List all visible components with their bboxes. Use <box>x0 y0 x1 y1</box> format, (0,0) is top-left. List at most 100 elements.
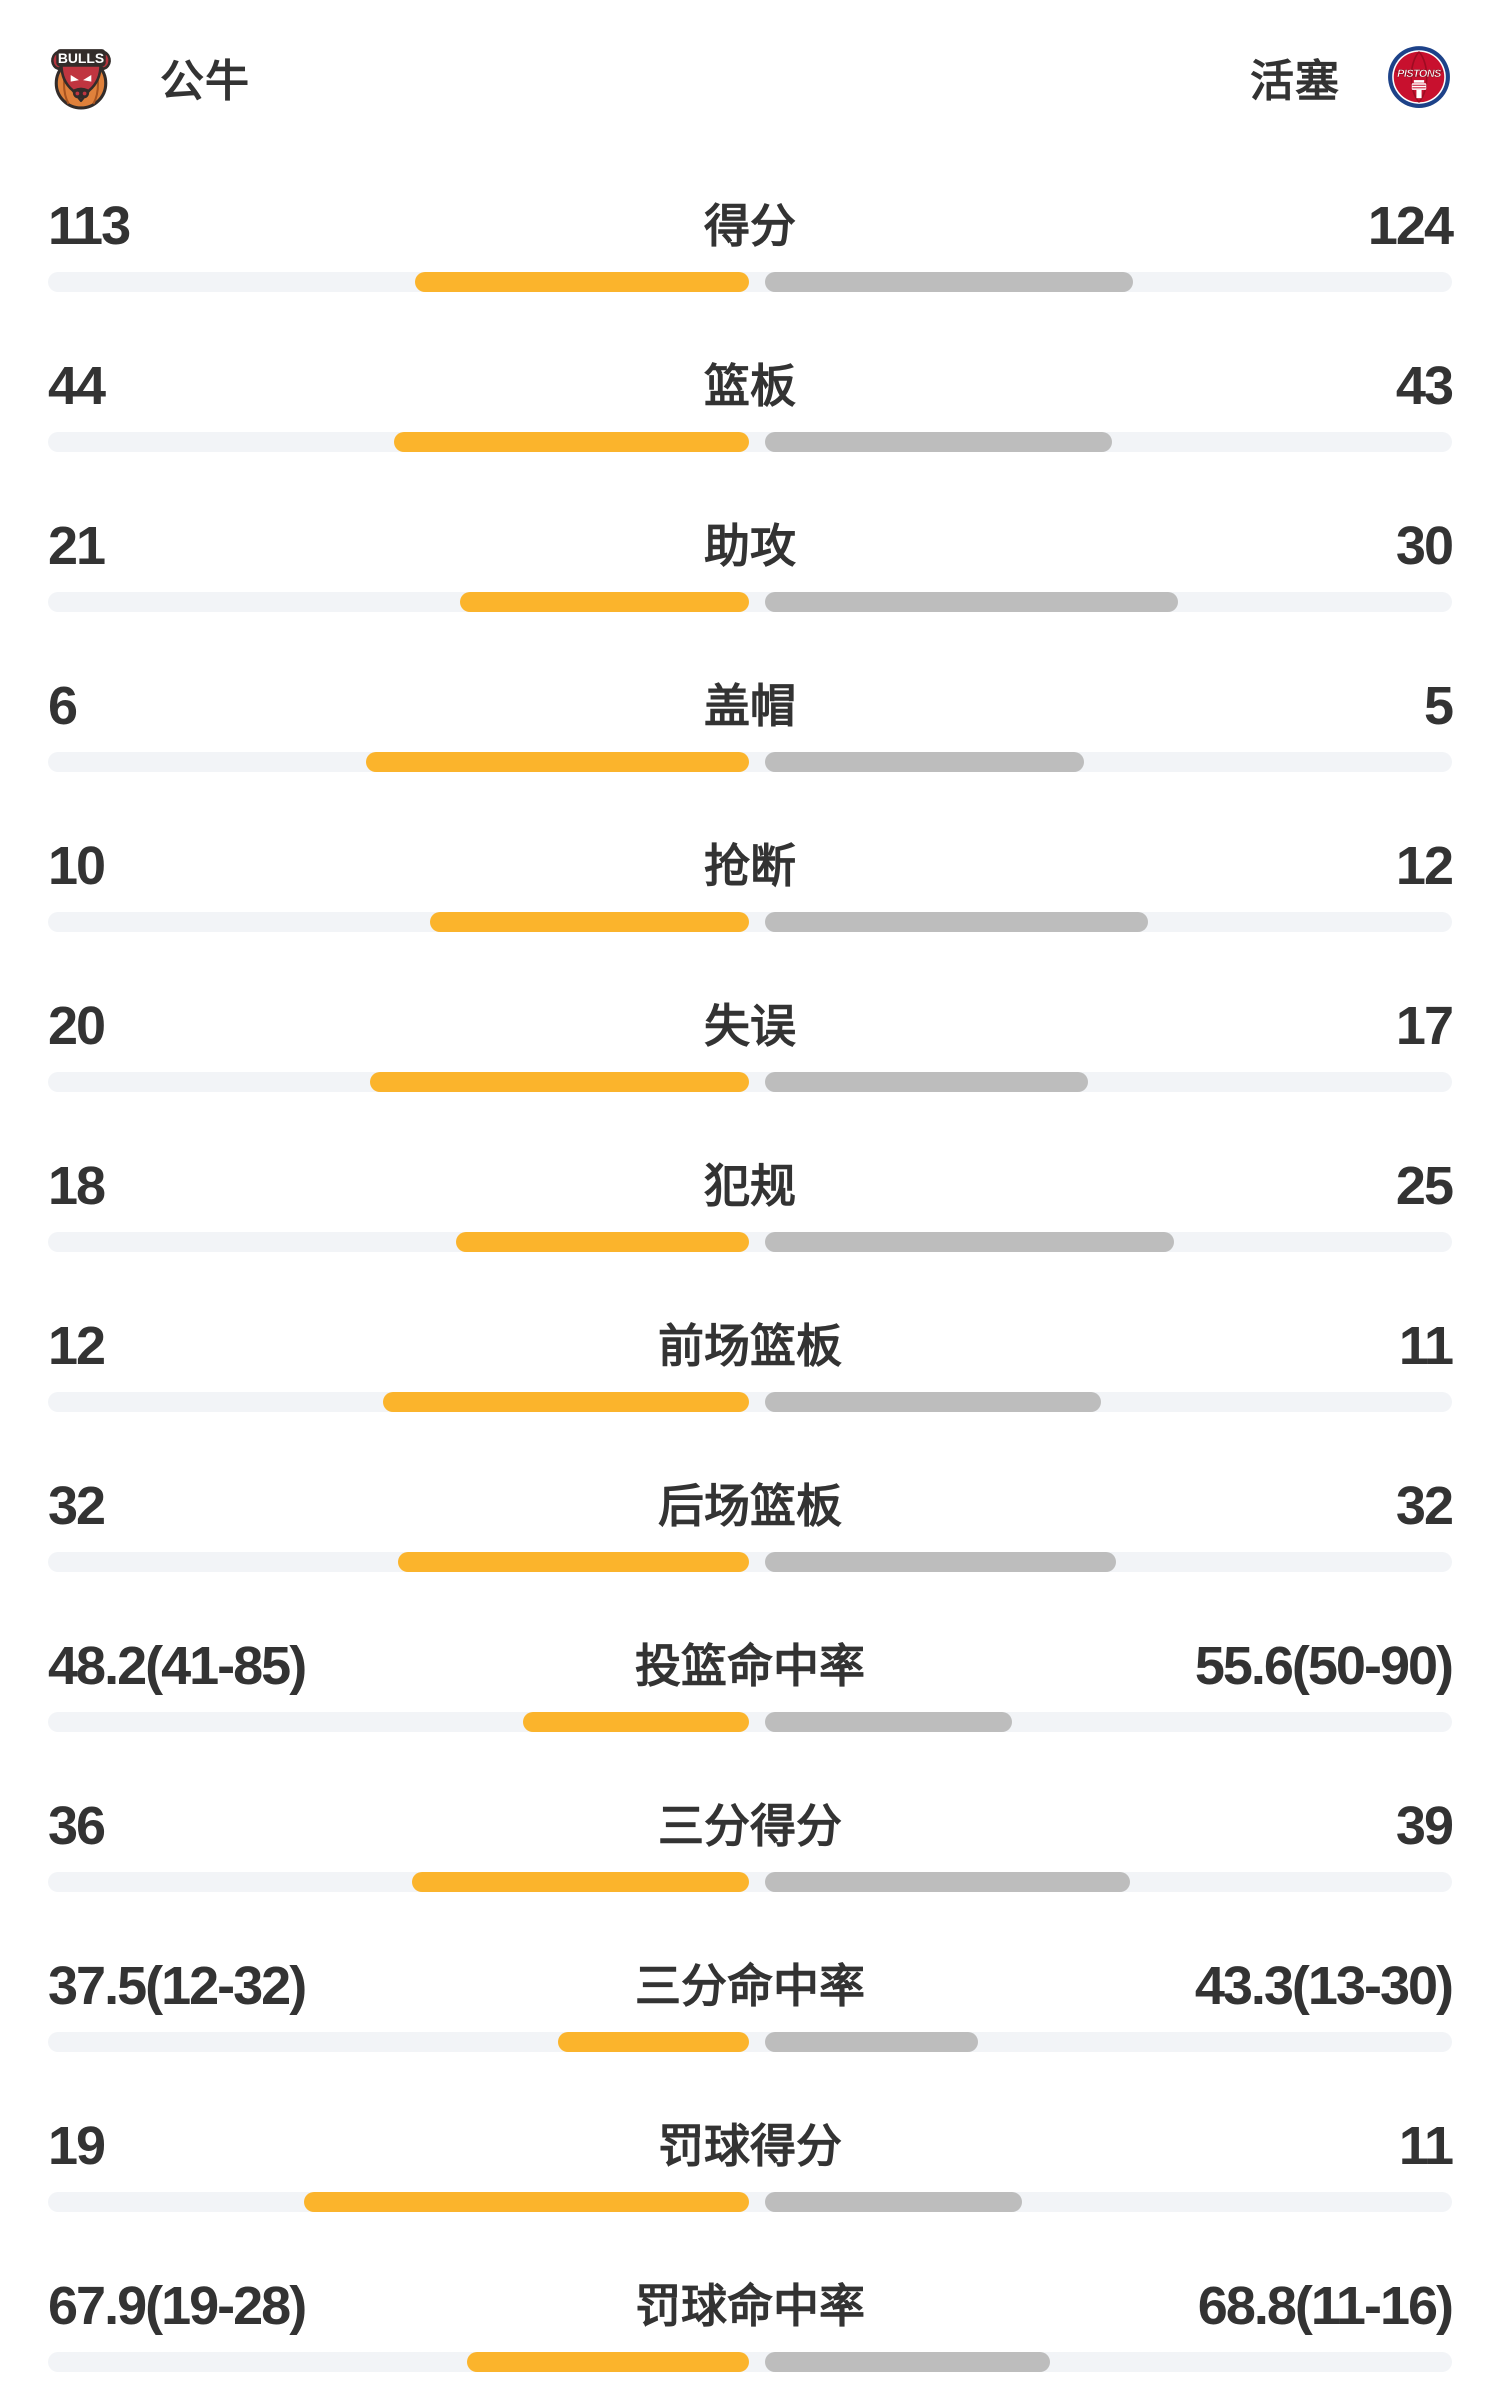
away-stat-value: 32 <box>1395 1476 1454 1536</box>
stat-row: 21 助攻 30 <box>0 464 1500 624</box>
away-team-header[interactable]: 活塞 PISTONS <box>1250 44 1452 110</box>
home-stat-value: 36 <box>48 1796 106 1856</box>
stat-row-text: 19 罚球得分 11 <box>48 2116 1454 2176</box>
stat-row: 113 得分 124 <box>0 144 1500 304</box>
stat-bar-track <box>48 432 1452 452</box>
bulls-logo-icon: BULLS <box>48 44 114 110</box>
stat-bar-track <box>48 912 1452 932</box>
home-stat-value: 19 <box>48 2116 106 2176</box>
home-stat-value: 44 <box>48 356 106 416</box>
away-stat-value: 30 <box>1395 516 1454 576</box>
away-stat-value: 68.8(11-16) <box>1197 2276 1454 2336</box>
stat-row-text: 18 犯规 25 <box>48 1156 1454 1216</box>
away-stat-value: 25 <box>1395 1156 1454 1216</box>
stat-bar-track <box>48 1392 1452 1412</box>
stat-bar-track <box>48 1232 1452 1252</box>
stat-row-text: 21 助攻 30 <box>48 516 1454 576</box>
stat-row-text: 113 得分 124 <box>48 196 1454 256</box>
home-team-name: 公牛 <box>160 57 250 106</box>
stat-bar-track <box>48 752 1452 772</box>
svg-text:PISTONS: PISTONS <box>1397 68 1442 80</box>
stat-bar-track <box>48 2352 1452 2372</box>
home-stat-value: 37.5(12-32) <box>48 1956 307 2016</box>
svg-text:BULLS: BULLS <box>58 50 104 66</box>
home-stat-bar <box>382 1392 749 1412</box>
home-stat-bar <box>522 1712 749 1732</box>
home-stat-bar <box>414 272 749 292</box>
stat-row-text: 44 篮板 43 <box>48 356 1454 416</box>
home-stat-bar <box>459 592 749 612</box>
stat-label: 失误 <box>704 1000 796 1052</box>
stat-bar-track <box>48 1872 1452 1892</box>
stat-bar-track <box>48 1072 1452 1092</box>
home-stat-value: 67.9(19-28) <box>48 2276 307 2336</box>
away-team-name: 活塞 <box>1250 57 1340 106</box>
stat-row-text: 20 失误 17 <box>48 996 1454 1056</box>
stat-row: 44 篮板 43 <box>0 304 1500 464</box>
away-stat-bar <box>765 272 1133 292</box>
home-stat-bar <box>398 1552 749 1572</box>
away-stat-bar <box>765 2192 1022 2212</box>
stat-row-text: 36 三分得分 39 <box>48 1796 1454 1856</box>
home-stat-value: 12 <box>48 1316 106 1376</box>
stat-bar-track <box>48 272 1452 292</box>
home-stat-value: 113 <box>48 196 131 256</box>
home-stat-bar <box>303 2192 749 2212</box>
home-stat-value: 32 <box>48 1476 106 1536</box>
stat-bar-track <box>48 1552 1452 1572</box>
away-stat-bar <box>765 432 1112 452</box>
stat-row-text: 12 前场篮板 11 <box>48 1316 1454 1376</box>
away-stat-bar <box>765 1072 1088 1092</box>
away-stat-value: 124 <box>1367 196 1454 256</box>
stat-label: 犯规 <box>704 1160 796 1212</box>
stat-label: 投篮命中率 <box>635 1640 865 1692</box>
stat-row: 10 抢断 12 <box>0 784 1500 944</box>
home-stat-value: 10 <box>48 836 106 896</box>
away-stat-bar <box>765 2032 979 2052</box>
away-stat-value: 43.3(13-30) <box>1194 1956 1454 2016</box>
stat-row: 32 后场篮板 32 <box>0 1424 1500 1584</box>
home-stat-bar <box>558 2032 749 2052</box>
stat-label: 后场篮板 <box>658 1480 842 1532</box>
away-stat-bar <box>765 912 1149 932</box>
stat-row-text: 32 后场篮板 32 <box>48 1476 1454 1536</box>
away-stat-bar <box>765 1232 1174 1252</box>
stat-bar-track <box>48 2192 1452 2212</box>
stat-row-text: 48.2(41-85) 投篮命中率 55.6(50-90) <box>48 1636 1454 1696</box>
home-team-header[interactable]: BULLS 公牛 <box>48 44 250 110</box>
stat-row: 37.5(12-32) 三分命中率 43.3(13-30) <box>0 1904 1500 2064</box>
stat-label: 篮板 <box>704 360 796 412</box>
stat-row-text: 67.9(19-28) 罚球命中率 68.8(11-16) <box>48 2276 1454 2336</box>
stat-bar-track <box>48 1712 1452 1732</box>
away-stat-bar <box>765 592 1178 612</box>
pistons-logo-icon: PISTONS <box>1386 44 1452 110</box>
home-stat-value: 20 <box>48 996 106 1056</box>
away-stat-value: 39 <box>1395 1796 1454 1856</box>
home-stat-value: 6 <box>48 676 78 736</box>
stat-row: 6 盖帽 5 <box>0 624 1500 784</box>
stat-label: 罚球命中率 <box>635 2280 865 2332</box>
stats-list: 113 得分 124 44 篮板 43 21 助攻 30 <box>0 144 1500 2384</box>
home-stat-bar <box>412 1872 749 1892</box>
away-stat-bar <box>765 1552 1116 1572</box>
home-stat-bar <box>369 1072 749 1092</box>
stat-bar-track <box>48 2032 1452 2052</box>
home-stat-value: 18 <box>48 1156 106 1216</box>
away-stat-value: 55.6(50-90) <box>1194 1636 1454 1696</box>
stat-row: 36 三分得分 39 <box>0 1744 1500 1904</box>
home-stat-bar <box>455 1232 749 1252</box>
away-stat-value: 11 <box>1398 1316 1454 1376</box>
home-stat-value: 48.2(41-85) <box>48 1636 307 1696</box>
stat-bar-track <box>48 592 1452 612</box>
stat-row: 18 犯规 25 <box>0 1104 1500 1264</box>
stat-row-text: 6 盖帽 5 <box>48 676 1454 736</box>
away-stat-bar <box>765 752 1084 772</box>
stat-label: 前场篮板 <box>658 1320 842 1372</box>
stat-row: 19 罚球得分 11 <box>0 2064 1500 2224</box>
away-stat-value: 17 <box>1395 996 1454 1056</box>
stat-row: 20 失误 17 <box>0 944 1500 1104</box>
away-stat-value: 5 <box>1423 676 1454 736</box>
stat-label: 三分命中率 <box>635 1960 865 2012</box>
stat-label: 得分 <box>704 200 796 252</box>
